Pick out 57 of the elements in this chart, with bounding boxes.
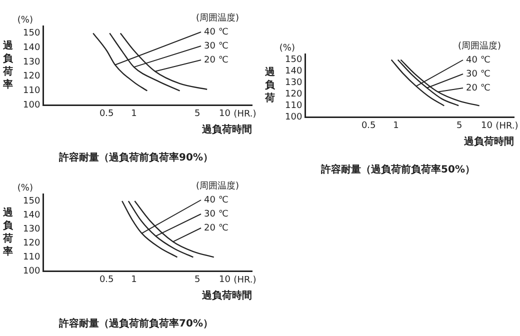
- y-axis-title: 過負荷: [264, 66, 276, 104]
- text: (HR.): [496, 122, 518, 132]
- y-tick-label: 150: [22, 196, 40, 206]
- y-tick-label: 130: [22, 224, 40, 234]
- text: 30 ℃: [204, 41, 228, 52]
- text: 許容耐量（過負荷前負荷率50%）: [320, 164, 475, 176]
- y-tick-label: 130: [22, 57, 40, 68]
- y-tick-label: 150: [284, 55, 302, 66]
- legend-title: (周囲温度): [196, 12, 240, 24]
- y-tick-label: 110: [22, 86, 40, 96]
- y-tick-label: 140: [22, 42, 40, 53]
- text: 30 ℃: [204, 209, 228, 220]
- x-tick-label: 10: [218, 108, 231, 119]
- text: 許容耐量（過負荷前負荷率70%）: [58, 318, 213, 330]
- x-tick-label: 0.5: [99, 108, 114, 119]
- x-tick-label: 10: [218, 274, 231, 285]
- legend-title: (周囲温度): [196, 180, 240, 192]
- x-axis-title: 過負荷時間: [201, 290, 252, 302]
- y-tick-label: 100: [22, 100, 40, 111]
- text: 20 ℃: [204, 223, 228, 234]
- text: 許容耐量（過負荷前負荷率90%）: [58, 152, 213, 164]
- x-tick-label: 1: [131, 108, 137, 119]
- y-tick-label: 110: [284, 101, 302, 112]
- text: 40 ℃: [466, 55, 490, 66]
- text: (%): [17, 183, 33, 194]
- x-tick-label: 10: [480, 120, 493, 131]
- y-tick-label: 140: [284, 66, 302, 77]
- x-tick-label: 5: [456, 120, 462, 131]
- text: 30 ℃: [466, 69, 490, 80]
- text: 40 ℃: [204, 195, 228, 206]
- text: 20 ℃: [204, 55, 228, 66]
- legend-label: 20 ℃: [466, 83, 490, 94]
- x-axis-title: 過負荷時間: [201, 124, 252, 136]
- x-tick-label: 5: [194, 274, 200, 285]
- x-tick-label: 1: [393, 120, 399, 131]
- x-tick-label: 0.5: [361, 120, 376, 131]
- y-tick-label: 140: [22, 210, 40, 220]
- x-tick-label: 5: [194, 108, 200, 119]
- y-axis-title: 過負荷率: [2, 206, 14, 258]
- x-tick-label: 1: [131, 274, 137, 285]
- text: (%): [279, 43, 295, 54]
- text: 40 ℃: [204, 27, 228, 38]
- y-tick-label: 120: [22, 72, 40, 82]
- text: (HR.): [234, 110, 256, 120]
- y-tick-label: 100: [284, 112, 302, 123]
- x-axis-title: 過負荷時間: [463, 136, 514, 148]
- y-tick-label: 100: [22, 266, 40, 277]
- y-axis-title: 過負荷率: [2, 40, 14, 91]
- text: (%): [17, 15, 33, 26]
- y-tick-label: 130: [284, 78, 302, 88]
- text: (HR.): [234, 276, 256, 286]
- legend-title: (周囲温度): [458, 40, 502, 52]
- y-tick-label: 120: [284, 90, 302, 100]
- y-tick-label: 110: [22, 252, 40, 263]
- x-tick-label: 0.5: [99, 274, 114, 285]
- y-tick-label: 150: [22, 28, 40, 39]
- y-tick-label: 120: [22, 238, 40, 248]
